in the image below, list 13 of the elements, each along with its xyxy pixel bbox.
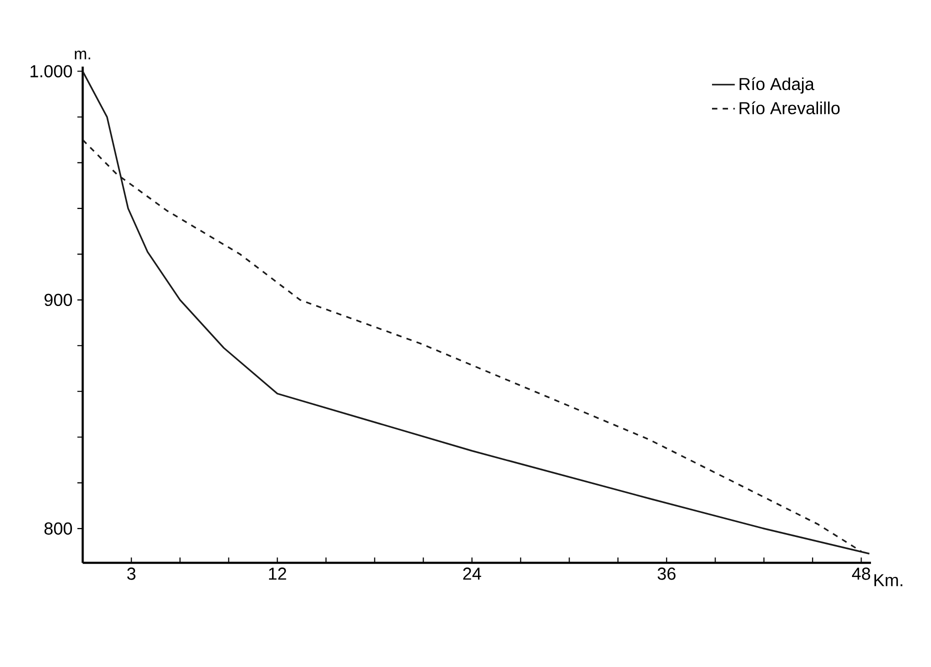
y-tick-label: 1.000 [30,65,72,78]
y-axis-title: m. [74,50,90,60]
x-axis-title: Km. [874,574,902,586]
y-tick-label: 900 [44,294,72,306]
x-tick-label: 24 [463,568,482,580]
x-tick-label: 48 [852,568,870,580]
x-tick-label: 12 [269,568,286,580]
x-tick-label: 3 [127,568,136,580]
y-tick-label: 800 [44,522,72,535]
legend-label: Río Adaja [740,77,814,94]
legend-label: Río Arevalillo [740,101,840,114]
line-series [82,70,870,555]
x-tick-label: 36 [658,568,676,580]
